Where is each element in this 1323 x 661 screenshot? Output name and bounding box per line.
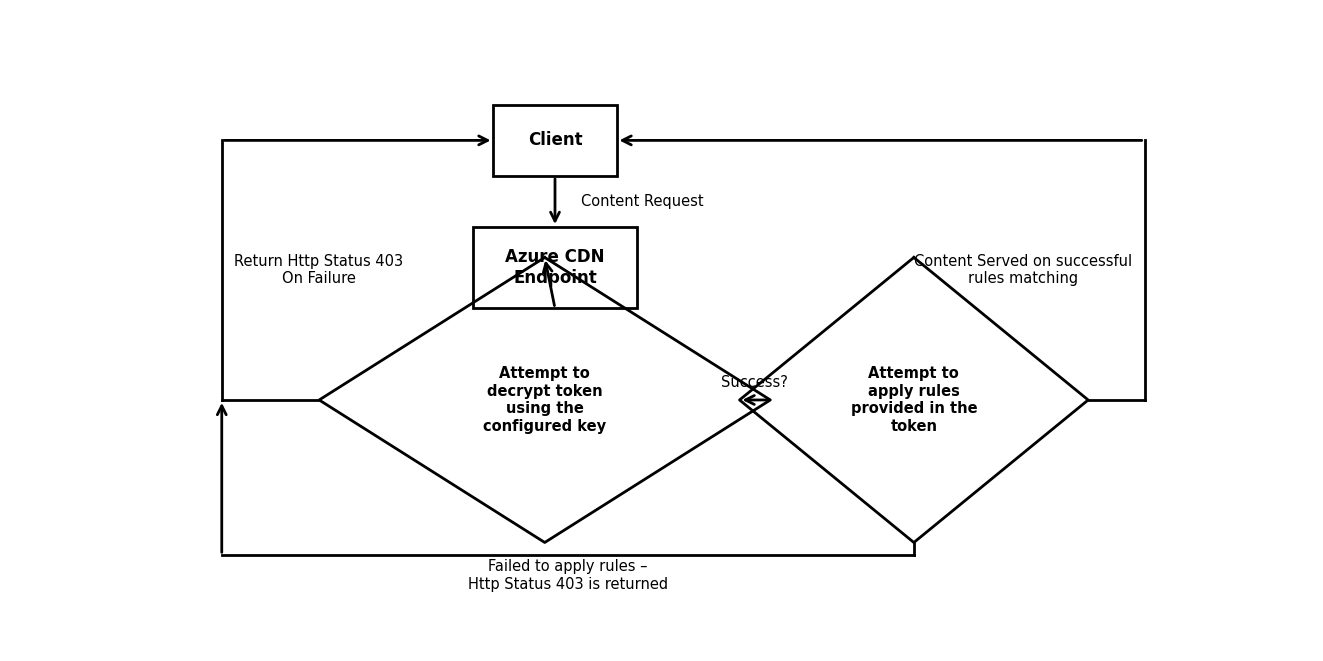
Text: Attempt to
apply rules
provided in the
token: Attempt to apply rules provided in the t… xyxy=(851,366,978,434)
Text: Success?: Success? xyxy=(721,375,789,390)
Text: Content Served on successful
rules matching: Content Served on successful rules match… xyxy=(914,254,1132,286)
Text: Azure CDN
Endpoint: Azure CDN Endpoint xyxy=(505,249,605,287)
Text: Failed to apply rules –
Http Status 403 is returned: Failed to apply rules – Http Status 403 … xyxy=(468,559,668,592)
Text: Attempt to
decrypt token
using the
configured key: Attempt to decrypt token using the confi… xyxy=(483,366,606,434)
Text: Content Request: Content Request xyxy=(581,194,704,209)
Text: Client: Client xyxy=(528,132,582,149)
FancyBboxPatch shape xyxy=(493,104,617,176)
FancyBboxPatch shape xyxy=(474,227,638,308)
Text: Return Http Status 403
On Failure: Return Http Status 403 On Failure xyxy=(234,254,404,286)
